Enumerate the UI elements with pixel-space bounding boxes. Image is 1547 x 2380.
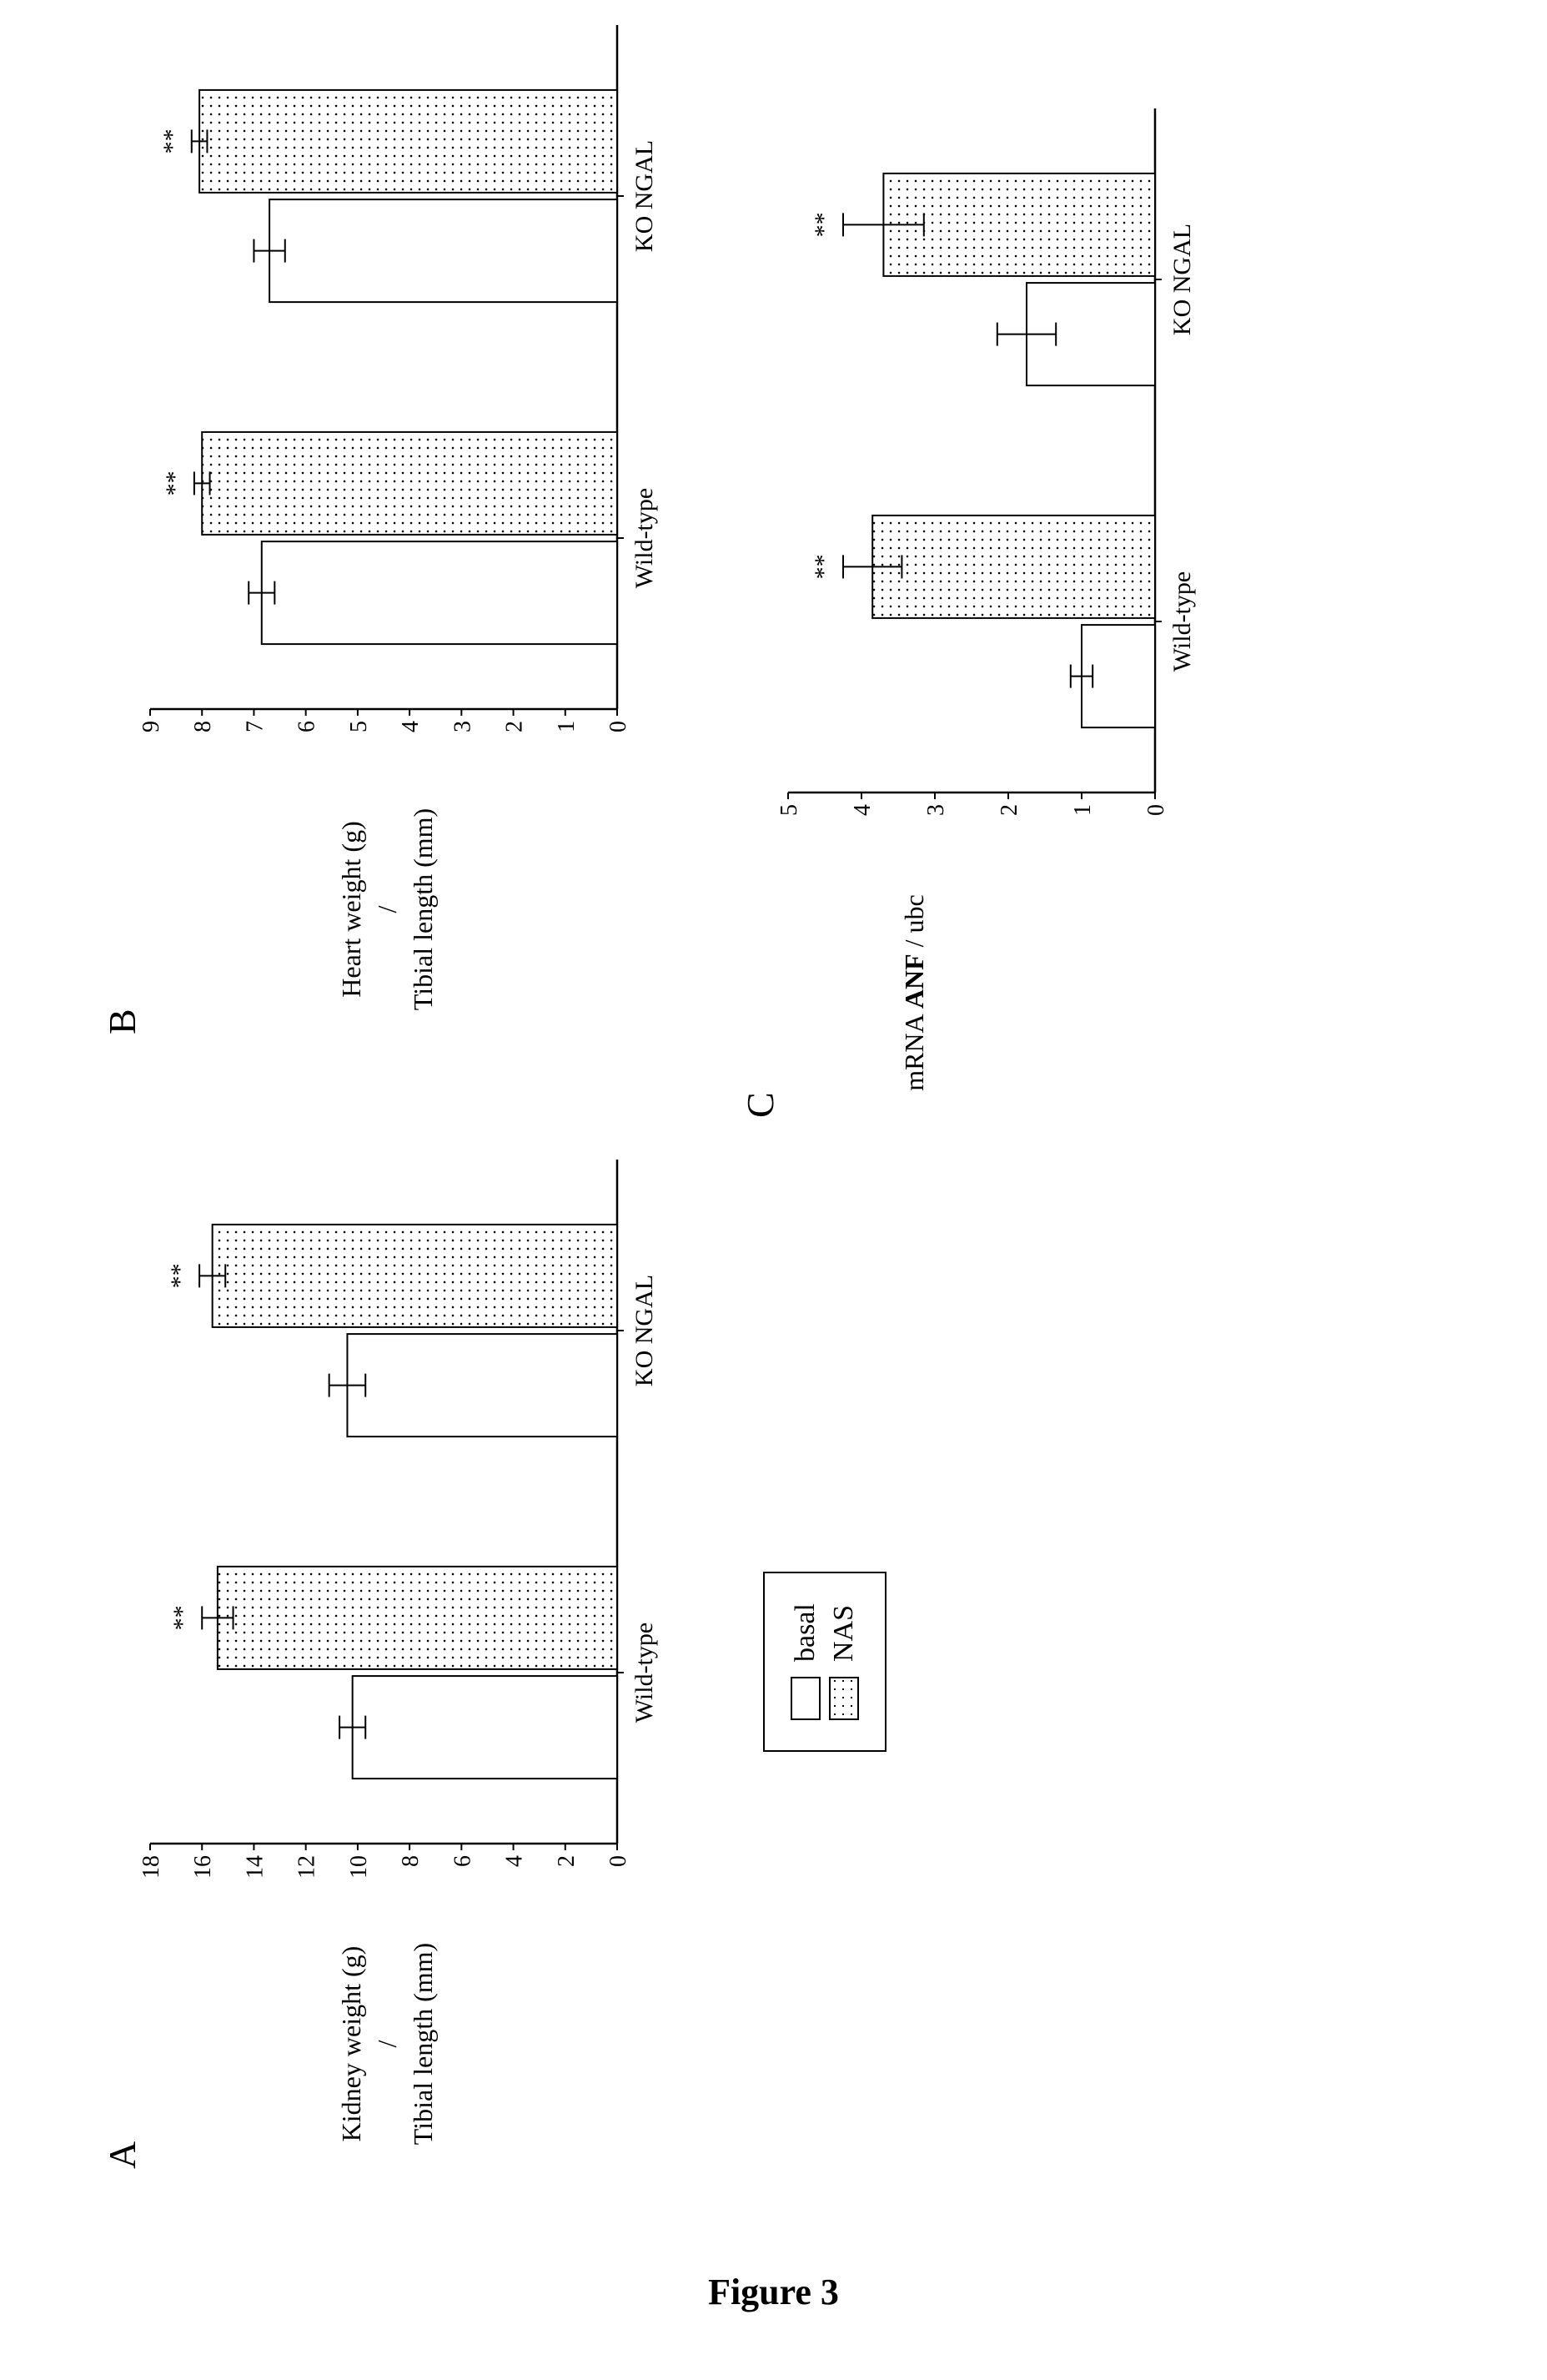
svg-text:6: 6 [294,721,320,732]
svg-text:1: 1 [1070,804,1096,816]
panel-b-svg: 0 1 2 3 4 5 6 7 8 9 Wild-type ** KO NGAL ** [133,17,684,751]
figure-caption: Figure 3 [0,2271,1547,2313]
panel-b-ylabel: Heart weight (g) / Tibial length (mm) [334,801,442,1018]
svg-text:8: 8 [190,721,216,732]
legend-container: basal NAS [738,1218,1226,2169]
panel-c-plot: 0 1 2 3 4 5 Wild-type ** KO NGAL ** [771,117,1226,834]
svg-text:12: 12 [294,1855,320,1879]
svg-text:1: 1 [554,721,580,732]
svg-text:**: ** [158,128,186,153]
panel-b-ylabel-line2: Tibial length (mm) [408,808,438,1010]
panel-a-svg: 0 2 4 6 8 10 12 14 16 18 Wild-type ** KO NGAL ** [133,1151,684,1885]
svg-text:3: 3 [450,721,475,732]
panel-b-ylabel-line1: Heart weight (g) [336,821,366,997]
svg-text:Wild-type: Wild-type [630,1623,658,1723]
panel-a-ylabel-line2: Tibial length (mm) [408,1943,438,2145]
panel-c-ylabel-line1: mRNA ANF [899,947,929,1090]
legend-swatch-nas [829,1677,859,1720]
svg-text:Wild-type: Wild-type [630,488,658,588]
svg-text:18: 18 [138,1855,164,1879]
figure-3-rotated-container: A Kidney weight (g) / Tibial length (mm)… [100,83,1518,2169]
svg-text:2: 2 [997,804,1022,816]
panel-b-ylabel-slash: / [369,801,405,1018]
svg-text:2: 2 [502,721,528,732]
legend-label-basal: basal [790,1603,821,1662]
svg-text:**: ** [810,212,837,237]
svg-text:9: 9 [138,721,164,732]
svg-text:KO NGAL: KO NGAL [1168,224,1196,335]
svg-text:KO NGAL: KO NGAL [630,140,658,252]
svg-text:Wild-type: Wild-type [1168,571,1196,672]
svg-text:4: 4 [502,1855,528,1867]
svg-text:8: 8 [398,1855,424,1867]
legend-box: basal NAS [763,1572,887,1752]
panel-a-ylabel: Kidney weight (g) / Tibial length (mm) [334,1935,442,2152]
svg-text:7: 7 [242,721,268,732]
panel-c-ylabel-line2: / ubc [899,894,929,947]
panel-c-ylabel-line1-prefix: mRNA [899,1009,929,1091]
svg-text:5: 5 [346,721,372,732]
legend-label-nas: NAS [828,1605,860,1662]
panel-a-ylabel-line1: Kidney weight (g) [336,1946,366,2142]
svg-text:**: ** [161,470,188,496]
svg-text:4: 4 [850,804,876,816]
panel-b-label: B [100,1009,144,1034]
bottom-row: basal NAS C mRNA ANF / ubc 0 1 2 3 4 5 Wild-ty… [738,83,1226,2169]
top-row: A Kidney weight (g) / Tibial length (mm)… [100,83,688,2169]
panel-b-plot: 0 1 2 3 4 5 6 7 8 9 Wild-type ** KO NGAL ** [133,33,688,751]
legend-basal: basal [790,1603,821,1720]
panel-a-ylabel-slash: / [369,1935,405,2152]
svg-text:**: ** [168,1605,196,1630]
panel-c-svg: 0 1 2 3 4 5 Wild-type ** KO NGAL ** [771,100,1222,834]
panel-c-label: C [738,1092,782,1118]
svg-text:16: 16 [190,1855,216,1879]
svg-text:5: 5 [776,804,802,816]
svg-text:2: 2 [554,1855,580,1867]
svg-text:0: 0 [605,721,631,732]
svg-text:6: 6 [450,1855,475,1867]
svg-text:**: ** [166,1263,193,1288]
panel-b: B Heart weight (g) / Tibial length (mm) … [100,33,688,1034]
svg-text:0: 0 [605,1855,631,1867]
legend-nas: NAS [828,1603,860,1720]
panel-c: C mRNA ANF / ubc 0 1 2 3 4 5 Wild-type ** KO NGA… [738,117,1226,1118]
panel-c-ylabel-line1-bold: ANF [899,954,929,1009]
legend-swatch-basal [791,1677,821,1720]
svg-text:14: 14 [242,1855,268,1879]
svg-text:3: 3 [923,804,949,816]
svg-text:10: 10 [346,1855,372,1879]
svg-text:4: 4 [398,721,424,732]
panel-a-label: A [100,2141,144,2169]
svg-text:**: ** [810,554,837,579]
svg-text:KO NGAL: KO NGAL [630,1275,658,1386]
panel-a: A Kidney weight (g) / Tibial length (mm)… [100,1168,688,2169]
svg-text:0: 0 [1143,804,1169,816]
panel-c-ylabel: mRNA ANF / ubc [897,884,932,1101]
panel-a-plot: 0 2 4 6 8 10 12 14 16 18 Wild-type ** KO NGAL ** [133,1168,688,1885]
